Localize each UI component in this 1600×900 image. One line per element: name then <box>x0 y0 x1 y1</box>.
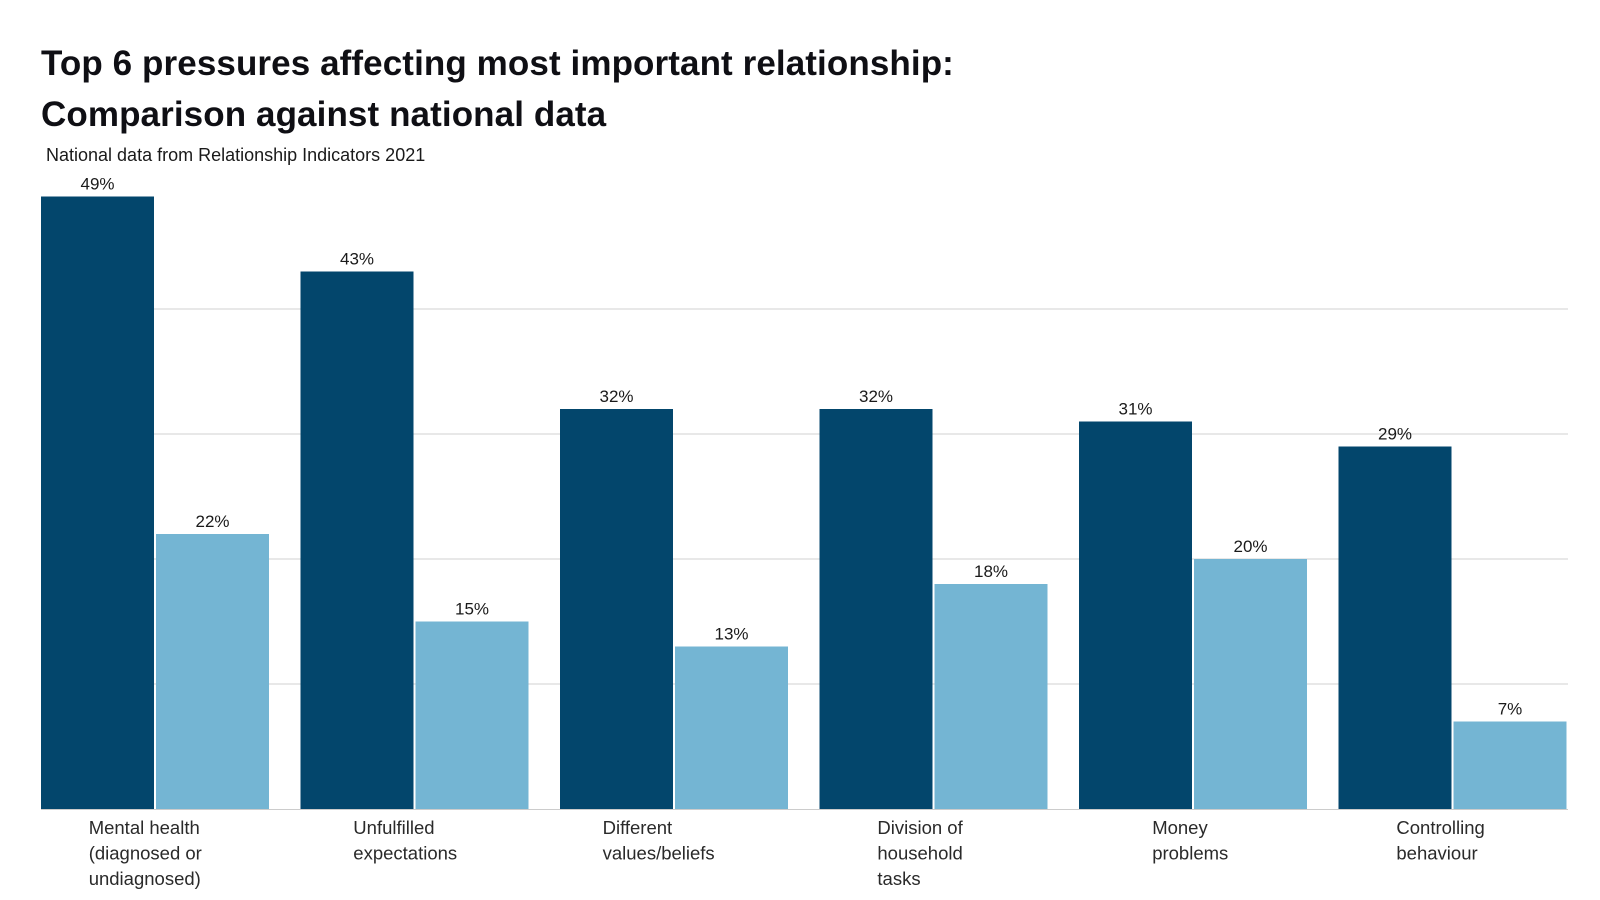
bar-value-label-0-5: 29% <box>1378 425 1412 444</box>
bar-national-5 <box>1453 721 1567 809</box>
category-label-1: Unfulfilled expectations <box>353 817 457 864</box>
bar-value-label-0-0: 49% <box>80 175 114 194</box>
bar-national-3 <box>934 584 1048 809</box>
bar-national-1 <box>415 621 529 809</box>
category-label-0-line-0: Mental health <box>89 817 200 838</box>
chart-title: Top 6 pressures affecting most important… <box>41 38 1191 140</box>
bar-primary-5 <box>1338 446 1452 809</box>
category-label-1-line-1: expectations <box>353 843 457 864</box>
category-label-2-line-0: Different <box>603 817 673 838</box>
bar-value-label-1-1: 15% <box>455 600 489 619</box>
bar-value-label-0-2: 32% <box>599 387 633 406</box>
chart-title-line-2: Comparison against national data <box>41 95 607 134</box>
bar-value-label-1-4: 20% <box>1233 537 1267 556</box>
bar-value-label-1-2: 13% <box>714 625 748 644</box>
bar-primary-3 <box>819 409 933 809</box>
bar-value-label-0-4: 31% <box>1118 400 1152 419</box>
category-label-1-line-0: Unfulfilled <box>353 817 434 838</box>
chart-title-line-1: Top 6 pressures affecting most important… <box>41 44 954 83</box>
category-label-4: Money problems <box>1152 817 1228 864</box>
category-label-3: Division of household tasks <box>877 817 963 889</box>
category-label-0-line-1: (diagnosed or <box>89 843 202 864</box>
chart-title-block: Top 6 pressures affecting most important… <box>41 38 1191 140</box>
category-labels: Mental health (diagnosed or undiagnosed) Un… <box>89 817 1485 889</box>
category-label-2: Different values/beliefs <box>603 817 715 864</box>
category-label-0: Mental health (diagnosed or undiagnosed) <box>89 817 202 889</box>
bars <box>41 196 1567 809</box>
bar-value-labels: 49% 22% 43% 15% 32% 13% 32% 18% 31% 20% 29% 7% <box>80 175 1522 719</box>
category-label-4-line-0: Money <box>1152 817 1208 838</box>
category-label-3-line-1: household <box>877 843 962 864</box>
category-label-5-line-0: Controlling <box>1396 817 1484 838</box>
bar-national-4 <box>1194 559 1307 809</box>
bar-national-0 <box>156 534 269 809</box>
bar-value-label-0-3: 32% <box>859 387 893 406</box>
bar-value-label-1-3: 18% <box>974 562 1008 581</box>
category-label-3-line-2: tasks <box>877 868 920 889</box>
category-label-3-line-0: Division of <box>877 817 963 838</box>
bar-primary-0 <box>41 196 154 809</box>
bar-value-label-0-1: 43% <box>340 250 374 269</box>
category-label-5: Controlling behaviour <box>1396 817 1484 864</box>
bar-primary-4 <box>1079 421 1192 809</box>
bar-value-label-1-0: 22% <box>195 512 229 531</box>
bar-value-label-1-5: 7% <box>1498 700 1523 719</box>
bar-national-2 <box>675 646 788 809</box>
bar-primary-1 <box>300 271 414 809</box>
category-label-5-line-1: behaviour <box>1396 843 1477 864</box>
bar-primary-2 <box>560 409 673 809</box>
category-label-4-line-1: problems <box>1152 843 1228 864</box>
category-label-0-line-2: undiagnosed) <box>89 868 201 889</box>
gridlines <box>41 308 1568 810</box>
chart-subtitle: National data from Relationship Indicato… <box>46 145 426 165</box>
category-label-2-line-1: values/beliefs <box>603 843 715 864</box>
